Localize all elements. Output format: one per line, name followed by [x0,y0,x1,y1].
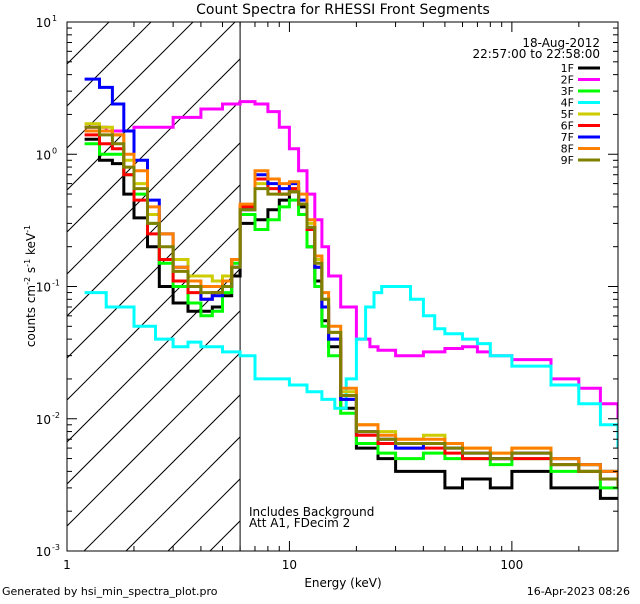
annotation-background: Includes Background [249,505,374,519]
footer-timestamp: 16-Apr-2023 08:26 [527,585,630,598]
legend-label-4F: 4F [561,97,574,110]
x-tick-label: 10 [282,558,297,572]
y-axis-label-exp2: -1 [23,259,32,267]
hatch-line [67,58,241,233]
y-tick-label-exp: -3 [52,543,60,552]
series-line-7F [84,77,618,479]
time-range-label: 22:57:00 to 22:58:00 [473,47,600,61]
y-tick-label-base: 10 [36,16,51,30]
y-tick-label-exp: -2 [52,411,60,420]
legend-label-5F: 5F [561,108,574,121]
y-axis-label-mid2: keV [24,232,38,259]
y-axis-label-base: counts cm [24,285,38,347]
x-tick-label: 100 [500,558,523,572]
chart-title: Count Spectra for RHESSI Front Segments [196,2,490,18]
hatch-line [83,394,241,551]
axis-ticks [66,21,619,552]
y-tick-label-exp: 1 [52,14,57,23]
hatch-line [67,310,241,485]
series-line-8F [84,129,618,479]
hatch-line [125,436,241,551]
series-line-1F [84,137,618,500]
hatch-line [67,22,236,191]
y-tick-label-base: 10 [36,281,51,295]
legend-label-9F: 9F [561,154,574,167]
series-line-6F [84,133,618,488]
date-label: 18-Aug-2012 [522,36,600,50]
hatch-line [67,184,241,359]
y-tick-label: 10 [36,545,51,559]
y-tick-label-base: 10 [36,413,51,427]
hatch-line [67,352,241,527]
legend-label-2F: 2F [561,74,574,87]
x-axis-label: Energy (keV) [304,576,381,590]
legend-label-8F: 8F [561,143,574,156]
series-line-9F [84,125,618,488]
y-axis-label: counts cm-2 s-1 keV-1 [23,225,38,347]
footer-generated-by: Generated by hsi_min_spectra_plot.pro [2,585,218,598]
y-tick-label-base: 10 [36,545,51,559]
y-tick-label-base: 10 [36,148,51,162]
y-tick-label: 10 [36,413,51,427]
series-group [84,77,618,500]
annotation-attenuator: Att A1, FDecim 2 [249,516,350,530]
y-axis-label-exp3: -1 [23,225,32,233]
legend-label-6F: 6F [561,120,574,133]
series-line-3F [84,142,618,490]
y-tick-label-exp: -1 [52,279,60,288]
y-axis-label-mid1: s [24,267,38,277]
hatch-line [67,22,194,149]
legend-label-7F: 7F [561,131,574,144]
legend-label-3F: 3F [561,85,574,98]
y-tick-label: 10 [36,148,51,162]
series-line-4F [84,285,618,449]
x-tick-labels: 1 10 100 [63,558,523,572]
y-tick-label: 10 [36,281,51,295]
y-tick-label: 10 [36,16,51,30]
y-axis-label-exp1: -2 [23,277,32,285]
hatch-line [67,142,241,317]
hatch-line [67,100,241,275]
x-tick-label: 1 [63,558,71,572]
y-tick-label-exp: 0 [52,146,57,155]
legend-label-1F: 1F [561,62,574,75]
